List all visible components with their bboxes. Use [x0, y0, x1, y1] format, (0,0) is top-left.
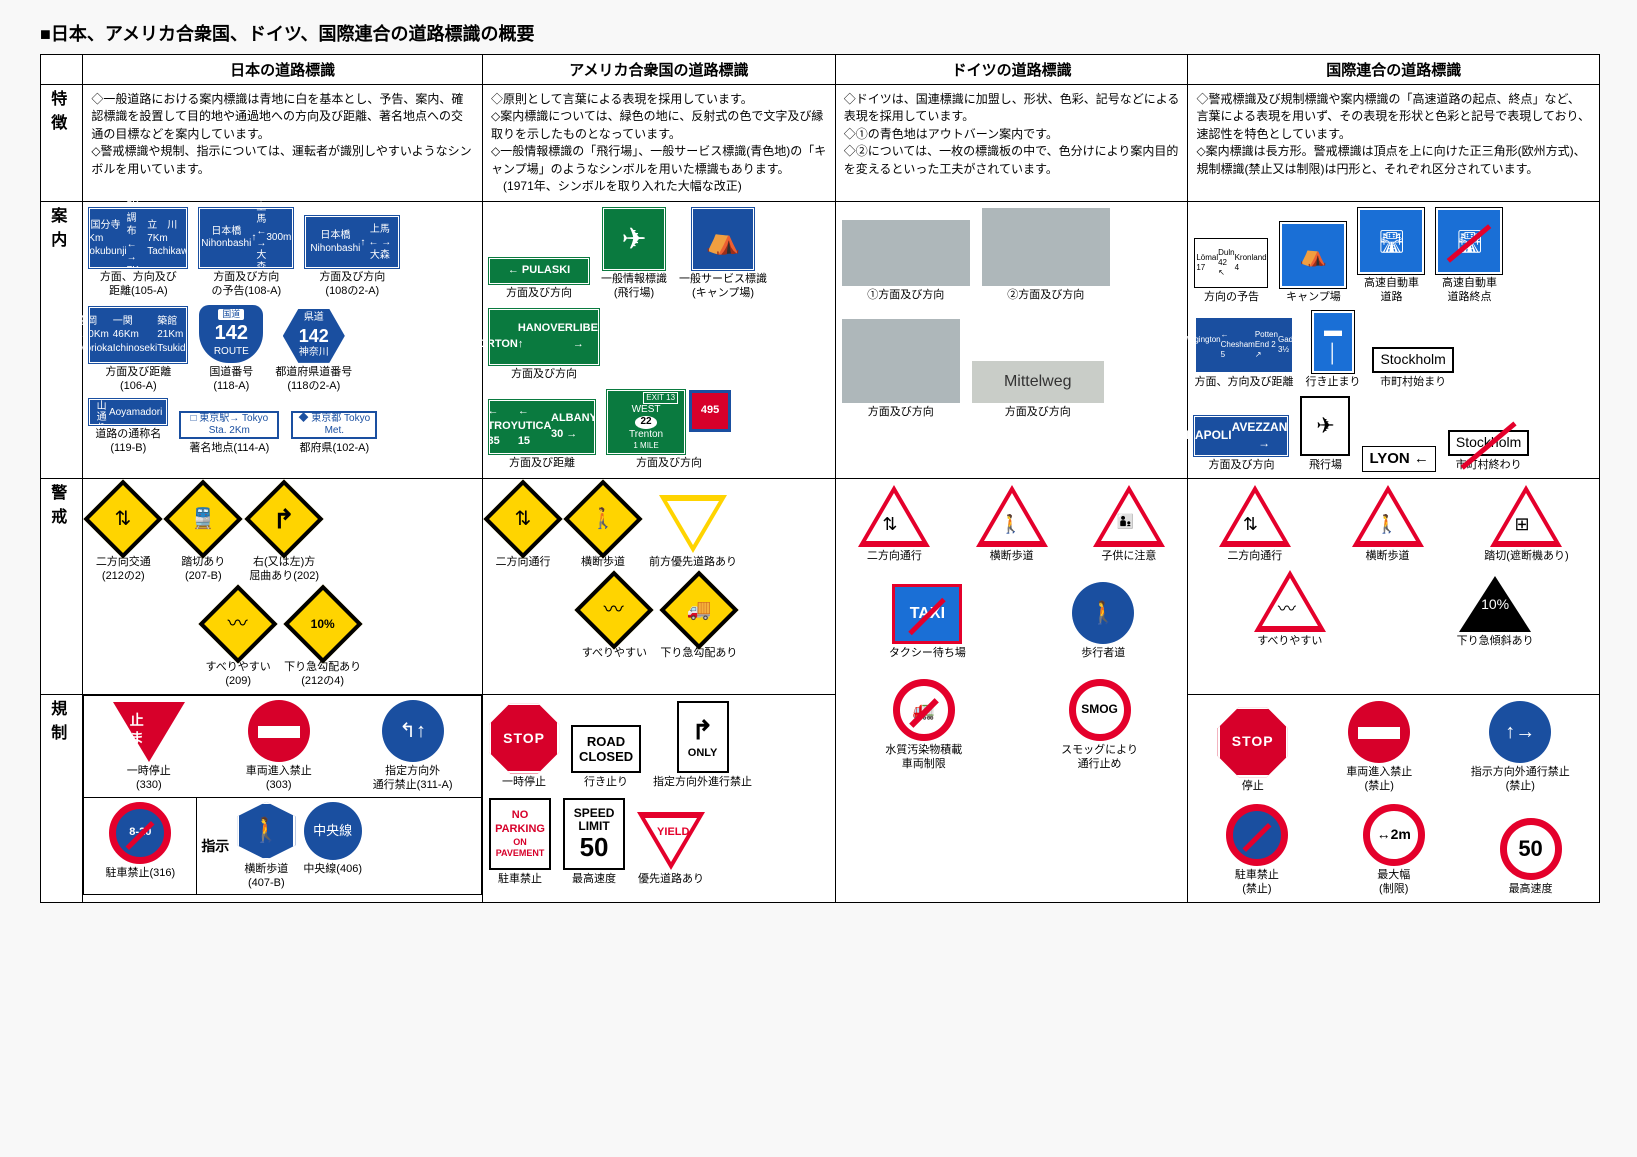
- row-regulation: 規制: [41, 695, 83, 903]
- warn-de: ⇅二方向通行 🚶横断歩道 👨‍👦子供に注意 TAXIタクシー待ち場 🚶歩行者道 …: [835, 479, 1188, 903]
- col-usa: アメリカ合衆国の道路標識: [483, 55, 836, 85]
- reg-un: STOP停止 車両進入禁止 (禁止) ↑→指示方向外通行禁止 (禁止) 駐車禁止…: [1188, 695, 1600, 903]
- feat-jp: ◇一般道路における案内標識は青地に白を基本とし、予告、案内、確認標識を設置して目…: [83, 85, 483, 202]
- warn-jp: ⇅二方向交通 (212の2) 🚆踏切あり (207-B) ↱右(又は左)方 屈曲…: [83, 479, 483, 695]
- reg-us: STOP一時停止 ROADCLOSED行き止り ↱ONLY指定方向外進行禁止 N…: [483, 695, 836, 903]
- feat-de: ◇ドイツは、国連標識に加盟し、形状、色彩、記号などによる表現を採用しています。 …: [835, 85, 1188, 202]
- row-warning: 警戒: [41, 479, 83, 695]
- guide-jp: ↑ 国分寺 4Km Kokubunji5Km 調 布 ← → 7Km立 川 7K…: [83, 202, 483, 479]
- row-features: 特徴: [41, 85, 83, 202]
- reg-jp: 止まれ一時停止 (330) 車両進入禁止 (303) ↰↑指定方向外 通行禁止(…: [83, 695, 483, 903]
- col-un: 国際連合の道路標識: [1188, 55, 1600, 85]
- feat-us: ◇原則として言葉による表現を採用しています。 ◇案内標識については、緑色の地に、…: [483, 85, 836, 202]
- guide-un: Lömal 17Duln 42 ↖Kronland 4方向の予告 ⛺キャンプ場 …: [1188, 202, 1600, 479]
- guide-us: ← PULASKI方面及び方向 ✈一般情報標識 (飛行場) ⛺一般サービス標識 …: [483, 202, 836, 479]
- corner-cell: [41, 55, 83, 85]
- feat-un: ◇警戒標識及び規制標識や案内標識の「高速道路の起点、終点」など、言葉による表現を…: [1188, 85, 1600, 202]
- warn-us: ⇅二方向通行 🚶横断歩道 前方優先道路あり 〰すべりやすい 🚚下り急勾配あり: [483, 479, 836, 695]
- col-germany: ドイツの道路標識: [835, 55, 1188, 85]
- comparison-table: 日本の道路標識 アメリカ合衆国の道路標識 ドイツの道路標識 国際連合の道路標識 …: [40, 54, 1600, 903]
- warn-un: ⇅二方向通行 🚶横断歩道 ⊞踏切(遮断機あり) 〰すべりやすい 10%下り急傾斜…: [1188, 479, 1600, 695]
- col-japan: 日本の道路標識: [83, 55, 483, 85]
- page-title: ■日本、アメリカ合衆国、ドイツ、国際連合の道路標識の概要: [40, 20, 1627, 46]
- guide-de: ①方面及び方向 ②方面及び方向 方面及び方向 Mittelweg方面及び方向: [835, 202, 1188, 479]
